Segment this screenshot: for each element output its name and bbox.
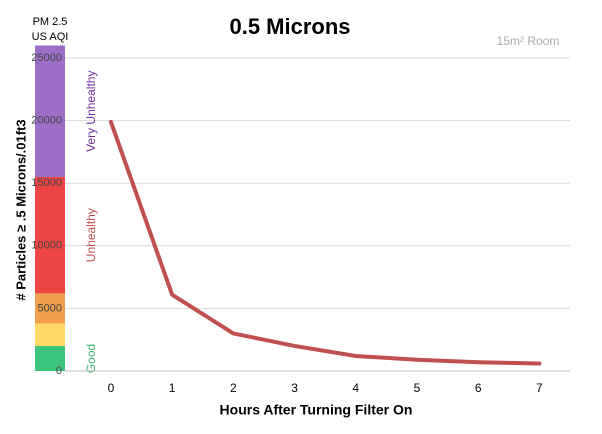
x-tick-label: 2 [230,381,237,395]
aqi-band [35,345,65,371]
y-tick-label: 0 [56,365,62,377]
aqi-band [35,293,65,324]
chart-title: 0.5 Microns [229,14,350,39]
aqi-band-label: Very Unhealthy [84,71,98,152]
y-tick-label: 25000 [31,52,62,64]
x-tick-label: 7 [536,381,543,395]
x-tick-label: 4 [352,381,359,395]
aqi-band-label: Good [84,344,98,373]
x-tick-label: 6 [475,381,482,395]
x-axis-label: Hours After Turning Filter On [220,402,413,418]
data-line [108,119,542,366]
band-header: US AQI [32,31,69,43]
aqi-band [35,176,65,294]
y-tick-label: 10000 [31,240,62,252]
aqi-band [35,323,65,346]
x-tick-label: 5 [414,381,421,395]
y-tick-label: 20000 [31,115,62,127]
y-tick-label: 15000 [31,177,62,189]
chart-subtitle: 15m² Room [497,34,560,48]
band-header: PM 2.5 [33,16,68,28]
x-tick-label: 3 [291,381,298,395]
y-axis-label: # Particles ≥ .5 Microns/.01ft3 [13,119,28,300]
aqi-band-label: Unhealthy [84,208,98,262]
y-tick-label: 5000 [38,302,62,314]
x-tick-label: 0 [108,381,115,395]
x-tick-label: 1 [169,381,176,395]
aqi-band [35,45,65,177]
